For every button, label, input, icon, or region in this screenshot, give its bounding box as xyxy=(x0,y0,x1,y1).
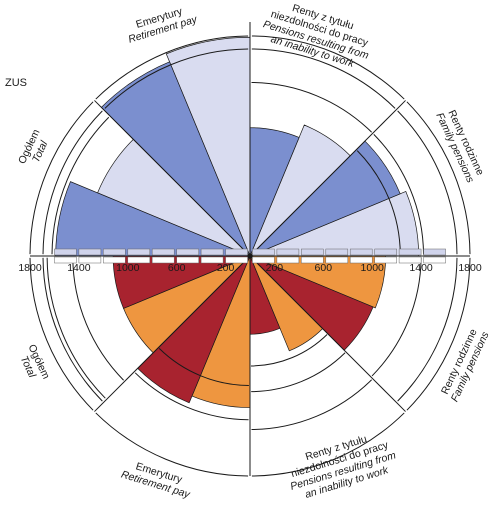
bot-fam-ring-0 xyxy=(406,257,471,411)
tick-box xyxy=(200,256,224,264)
tick-box xyxy=(127,248,151,256)
tick-left-200: 200 xyxy=(217,262,235,274)
top-ret-ring-1 xyxy=(104,48,249,109)
tick-box xyxy=(398,256,422,264)
tick-box xyxy=(325,256,349,264)
bottom-wedges xyxy=(112,255,387,408)
tick-box xyxy=(374,248,397,256)
tick-left-1400: 1400 xyxy=(67,262,91,274)
axis-line-5 xyxy=(249,255,406,412)
tick-left-600: 600 xyxy=(168,262,186,274)
bot-fam-ring-1 xyxy=(397,257,458,402)
top-fam-ring-0 xyxy=(406,101,471,255)
axis-line-3 xyxy=(94,100,251,257)
axis-lines xyxy=(30,22,470,476)
top-tot-ring-2 xyxy=(51,116,110,255)
tick-left-1000: 1000 xyxy=(116,262,140,274)
top-inab-ring-1 xyxy=(251,48,396,109)
tick-box xyxy=(301,248,324,256)
tick-box xyxy=(423,256,446,264)
tick-left-1800: 1800 xyxy=(18,262,42,274)
tick-box xyxy=(276,256,300,264)
axis-ticks: 1800 1400 1000 600 200 200 600 1000 1400 1800 xyxy=(18,262,482,274)
tick-box xyxy=(349,248,373,256)
tick-box xyxy=(225,248,248,256)
tick-box xyxy=(252,256,275,264)
top-inab-ring-0 xyxy=(251,35,405,100)
top-fam-ring-3 xyxy=(356,150,401,255)
bot-ret-ring-2 xyxy=(158,348,249,387)
tick-right-200: 200 xyxy=(266,262,284,274)
bot-ret-ring-1 xyxy=(134,372,249,421)
top-tot-ring-0 xyxy=(29,101,94,255)
tick-box xyxy=(103,256,126,264)
tick-box xyxy=(423,248,446,256)
tick-box xyxy=(78,248,102,256)
bot-tot-ring-2 xyxy=(46,257,106,399)
tick-box xyxy=(225,256,248,264)
bot-inab-ring-2 xyxy=(251,352,346,393)
tick-box xyxy=(78,256,102,264)
bot-inab-ring-3 xyxy=(250,334,328,367)
tick-box xyxy=(176,256,199,264)
bot-fam-ring-2 xyxy=(371,257,422,377)
tick-box xyxy=(398,248,422,256)
tick-box xyxy=(276,248,300,256)
corner-label: ZUS xyxy=(5,77,27,89)
bot-ret-ring-0 xyxy=(95,412,249,477)
tick-box xyxy=(127,256,151,264)
bot-tot-ring-3 xyxy=(72,257,124,381)
top-inab-ring-2 xyxy=(251,81,373,133)
tick-boxes xyxy=(54,248,446,264)
tick-right-1000: 1000 xyxy=(361,262,385,274)
tick-box xyxy=(349,256,373,264)
bot-inab-ring-1 xyxy=(251,379,373,431)
tick-right-1800: 1800 xyxy=(458,262,482,274)
tick-box xyxy=(374,256,397,264)
tick-box xyxy=(151,248,175,256)
tick-box xyxy=(200,248,224,256)
bot-inab-ring-0 xyxy=(251,412,405,477)
tick-box xyxy=(325,248,349,256)
bot-tot-ring-0 xyxy=(29,257,94,411)
top-ret-ring-0 xyxy=(95,35,249,100)
tick-box xyxy=(103,248,126,256)
tick-right-600: 600 xyxy=(315,262,333,274)
ring-grid xyxy=(29,35,471,477)
bot-tot-ring-1 xyxy=(42,257,103,402)
tick-box xyxy=(54,256,77,264)
tick-right-1400: 1400 xyxy=(409,262,433,274)
axis-line-7 xyxy=(94,255,251,412)
axis-line-1 xyxy=(249,100,406,257)
top-fam-ring-1 xyxy=(397,110,458,255)
tick-box xyxy=(301,256,324,264)
tick-box xyxy=(54,248,77,256)
top-wedges xyxy=(55,36,420,257)
tick-box xyxy=(176,248,199,256)
tick-box xyxy=(151,256,175,264)
top-fam-ring-2 xyxy=(373,133,425,255)
top-tot-ring-1 xyxy=(42,110,103,255)
tick-box xyxy=(252,248,275,256)
